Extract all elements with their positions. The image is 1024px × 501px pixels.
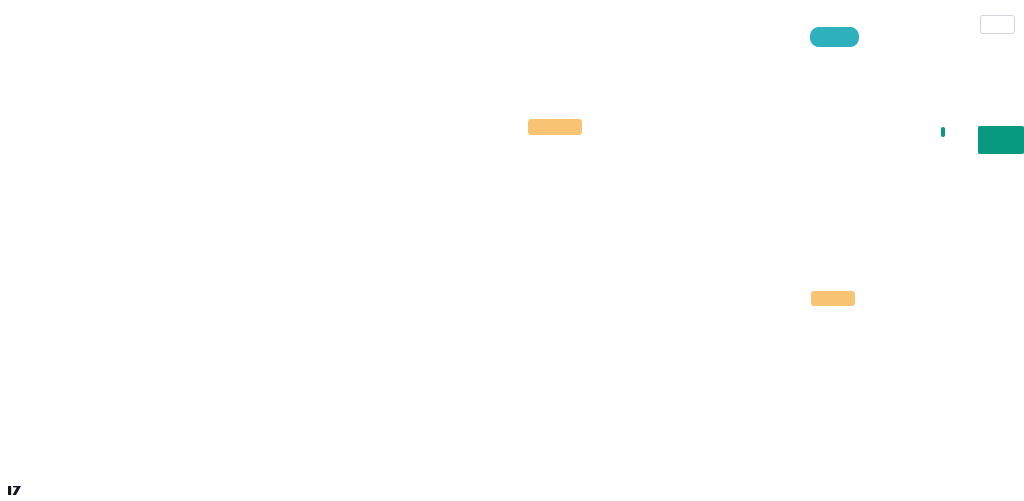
currency-usd-button[interactable] [980, 15, 1015, 34]
flag-exit-label[interactable] [811, 291, 855, 306]
price-line-symbol-tag [941, 127, 945, 137]
current-price-badge [978, 126, 1024, 154]
bull-flag-pattern-label[interactable] [528, 119, 582, 135]
tradingview-logo-icon[interactable] [8, 482, 22, 495]
target-callout[interactable] [810, 27, 859, 47]
footer [8, 482, 27, 495]
